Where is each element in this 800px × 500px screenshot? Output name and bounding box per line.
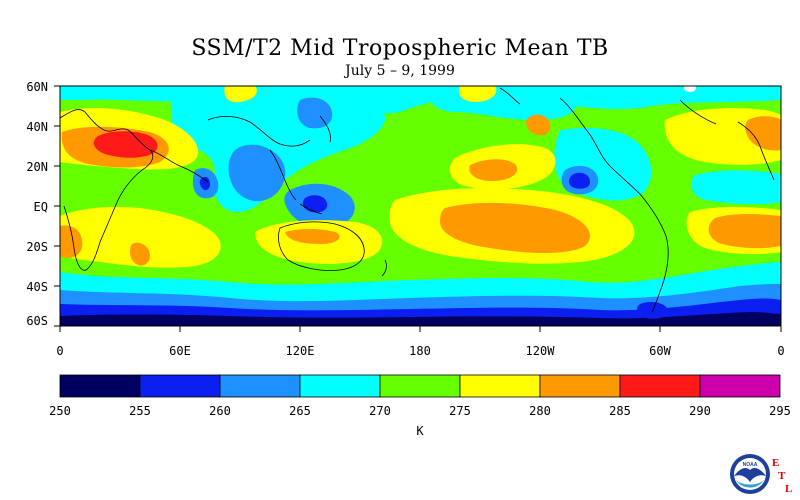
field-blue-asia xyxy=(228,144,286,202)
lat-label-60n: 60N xyxy=(26,80,48,94)
colorbar-unit: K xyxy=(416,424,424,438)
colorbar-swatch-250 xyxy=(59,374,141,398)
field-orange-central-pac xyxy=(469,159,518,182)
colorbar-swatch-275 xyxy=(459,374,541,398)
colorbar-swatch-255 xyxy=(139,374,221,398)
colorbar-swatch-270 xyxy=(379,374,461,398)
colorbar-swatch-265 xyxy=(299,374,381,398)
colorbar-tick-250: 250 xyxy=(49,404,71,418)
colorbar xyxy=(59,374,781,398)
colorbar-tick-275: 275 xyxy=(449,404,471,418)
colorbar-tick-265: 265 xyxy=(289,404,311,418)
field-red-arabia xyxy=(93,131,158,158)
field-deepblue-westpac xyxy=(302,195,328,213)
field-yellow-north-2 xyxy=(458,86,497,102)
colorbar-swatch-285 xyxy=(619,374,701,398)
etl-letter-e: E xyxy=(772,457,779,469)
lon-label-0: 0 xyxy=(56,344,64,358)
lat-label-40n: 40N xyxy=(26,120,48,134)
noaa-logo-bird xyxy=(734,468,766,482)
colorbar-tick-295: 295 xyxy=(769,404,791,418)
field-cyan-east xyxy=(691,170,781,205)
lat-label-20s: 20S xyxy=(26,240,48,254)
etl-letter-t: T xyxy=(778,470,786,482)
lat-label-60s: 60S xyxy=(26,314,48,328)
colorbar-tick-270: 270 xyxy=(369,404,391,418)
map-title: SSM/T2 Mid Tropospheric Mean TB xyxy=(191,36,609,61)
field-polar-white xyxy=(684,86,696,92)
colorbar-swatch-260 xyxy=(219,374,301,398)
colorbar-tick-255: 255 xyxy=(129,404,151,418)
field-deepblue-asia xyxy=(199,176,210,191)
colorbar-tick-280: 280 xyxy=(529,404,551,418)
lon-label-120e: 120E xyxy=(285,344,315,358)
field-yellow-south-africa xyxy=(60,206,221,268)
coastlines xyxy=(60,87,775,313)
axis-ticks xyxy=(54,85,782,332)
colorbar-swatch-290 xyxy=(699,374,781,398)
etl-letter-l: L xyxy=(785,483,792,495)
field-orange-north-atlantic xyxy=(745,116,781,151)
field-navy-southern xyxy=(60,312,781,326)
noaa-etl-logo: NOAA E T L xyxy=(730,454,792,495)
field-orange-australia xyxy=(285,229,340,244)
lon-label-180: 180 xyxy=(409,344,431,358)
lat-label-40s: 40S xyxy=(26,280,48,294)
lat-label-20n: 20N xyxy=(26,160,48,174)
field-orange-north-pac xyxy=(526,114,551,136)
field-orange-south-africa xyxy=(60,225,83,258)
lon-label-60e: 60E xyxy=(169,344,191,358)
field-cyan-mid-north xyxy=(170,94,386,213)
noaa-logo-text: NOAA xyxy=(743,462,758,468)
colorbar-tick-290: 290 xyxy=(689,404,711,418)
colorbar-tick-285: 285 xyxy=(609,404,631,418)
field-orange-pacific-south xyxy=(440,202,591,253)
lon-label-0-end: 0 xyxy=(777,344,785,358)
colorbar-tick-260: 260 xyxy=(209,404,231,418)
field-orange-madagascar xyxy=(129,242,150,266)
field-deepblue-atlantic xyxy=(568,172,590,189)
lon-label-120w: 120W xyxy=(525,344,555,358)
colorbar-swatch-280 xyxy=(539,374,621,398)
field-yellow-north xyxy=(224,86,257,103)
field-orange-south-atlantic xyxy=(708,214,781,249)
lon-label-60w: 60W xyxy=(649,344,671,358)
map-subtitle: July 5 – 9, 1999 xyxy=(345,63,455,79)
lat-label-eq: EQ xyxy=(33,200,48,214)
